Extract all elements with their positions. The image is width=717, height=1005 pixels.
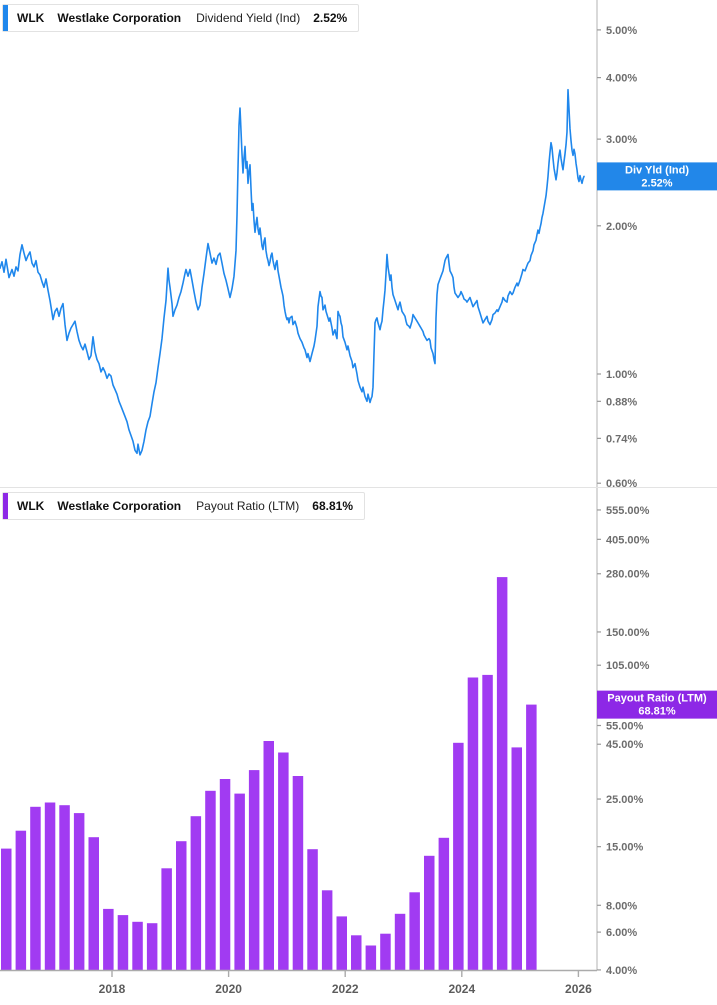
payout-bar (1, 848, 12, 970)
x-tick-label: 2020 (215, 982, 242, 996)
y-tick-label: 1.00% (606, 369, 637, 381)
metric-value: 2.52% (313, 11, 348, 25)
payout-bar (263, 741, 274, 970)
y-tick-label: 4.00% (606, 73, 637, 85)
y-tick-label: 280.00% (606, 569, 650, 581)
payout-bar (380, 933, 391, 970)
badge-value: 68.81% (638, 706, 676, 718)
metric-value: 68.81% (312, 499, 353, 513)
badge-value: 2.52% (641, 177, 672, 189)
payout-ratio-badge: Payout Ratio (LTM)68.81% (597, 690, 717, 719)
y-tick-label: 8.00% (606, 900, 637, 912)
y-tick-label: 3.00% (606, 134, 637, 146)
payout-ratio-panel[interactable]: 555.00% 405.00% 280.00% 150.00% 105.00% 55.00… (0, 488, 717, 1005)
div-yld-badge: Div Yld (Ind)2.52% (597, 162, 717, 191)
payout-bar (496, 577, 508, 970)
payout-ratio-legend[interactable]: WLK Westlake Corporation Payout Ratio (L… (2, 492, 365, 520)
blue-accent-bar (3, 5, 8, 31)
payout-bar (132, 921, 143, 970)
payout-bar (438, 837, 450, 970)
y-tick-label: 55.00% (606, 720, 644, 732)
payout-bar (59, 805, 70, 970)
payout-bar (103, 908, 114, 970)
payout-bar (15, 830, 27, 970)
y-tick-label: 25.00% (606, 794, 644, 806)
payout-bar (394, 913, 406, 970)
metric-name: Payout Ratio (LTM) (196, 499, 300, 513)
y-tick-label: 15.00% (606, 842, 644, 854)
y-tick-label: 4.00% (606, 965, 637, 977)
payout-bar (248, 770, 260, 970)
y-tick-label: 5.00% (606, 25, 637, 37)
purple-accent-bar (3, 493, 8, 519)
payout-ratio-bars (1, 577, 537, 970)
payout-bar (351, 935, 362, 970)
payout-bar (409, 892, 420, 970)
payout-bar (482, 674, 493, 970)
payout-bar (30, 806, 41, 970)
payout-bar (219, 779, 231, 970)
payout-bar (146, 923, 158, 970)
metric-name: Dividend Yield (Ind) (196, 11, 301, 25)
company-name: Westlake Corporation (57, 11, 182, 25)
y-tick-label: 6.00% (606, 927, 637, 939)
y-tick-label: 405.00% (606, 534, 650, 546)
dividend-yield-panel[interactable]: 5.00% 4.00% 3.00% 2.00% 1.00% 0.88% 0.74% 0.60%… (0, 0, 717, 488)
dividend-yield-line (0, 88, 585, 456)
badge-title: Payout Ratio (LTM) (607, 693, 707, 705)
payout-bar (292, 776, 304, 970)
payout-bar (117, 915, 129, 970)
ticker-symbol: WLK (17, 11, 45, 25)
x-tick-label: 2024 (448, 982, 475, 996)
payout-bar (321, 890, 333, 970)
y-tick-label: 0.60% (606, 478, 637, 488)
payout-bar (88, 837, 99, 970)
payout-bar (307, 849, 318, 970)
payout-bar (526, 704, 537, 970)
payout-bar (467, 677, 479, 970)
payout-bar (176, 841, 187, 970)
payout-bar (424, 855, 435, 970)
company-name: Westlake Corporation (57, 499, 182, 513)
ticker-symbol: WLK (17, 499, 45, 513)
x-tick-label: 2018 (99, 982, 126, 996)
payout-bar (278, 752, 289, 970)
payout-bar (511, 747, 522, 970)
x-tick-label: 2022 (332, 982, 359, 996)
payout-bar (453, 742, 464, 970)
y-tick-label: 105.00% (606, 660, 650, 672)
badge-title: Div Yld (Ind) (625, 164, 689, 176)
y-tick-label: 150.00% (606, 627, 650, 639)
payout-bar (234, 793, 245, 970)
y-tick-label: 0.74% (606, 433, 637, 445)
y-tick-label: 0.88% (606, 396, 637, 408)
payout-bar (190, 816, 202, 970)
payout-bar (205, 790, 216, 970)
payout-bar (44, 802, 56, 970)
payout-bar (336, 916, 347, 970)
payout-bar (365, 945, 377, 970)
dividend-yield-legend[interactable]: WLK Westlake Corporation Dividend Yield … (2, 4, 360, 32)
y-tick-label: 45.00% (606, 739, 644, 751)
payout-bar (161, 868, 172, 970)
payout-bar (73, 813, 85, 970)
x-tick-label: 2026 (565, 982, 592, 996)
y-tick-label: 555.00% (606, 505, 650, 517)
y-tick-label: 2.00% (606, 221, 637, 233)
